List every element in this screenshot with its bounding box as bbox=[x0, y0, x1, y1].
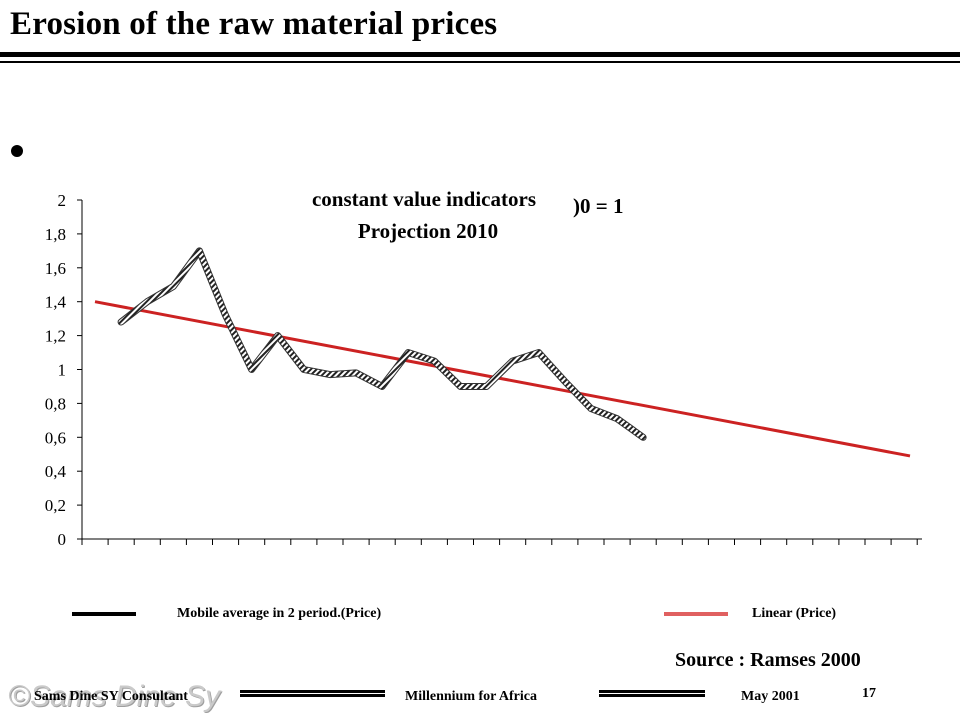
footer-rule-left bbox=[240, 690, 385, 697]
y-tick-label: 1,8 bbox=[45, 225, 66, 244]
chart-fragment: )0 = 1 bbox=[573, 194, 623, 218]
y-tick-label: 1,6 bbox=[45, 259, 66, 278]
footer-project: Millennium for Africa bbox=[405, 689, 537, 704]
linear-trend-line bbox=[94, 300, 911, 458]
legend-label-linear: Linear (Price) bbox=[752, 606, 837, 621]
y-tick-label: 0 bbox=[58, 530, 67, 549]
legend-label-moving-average: Mobile average in 2 period.(Price) bbox=[177, 606, 382, 621]
footer-rule-right bbox=[599, 690, 705, 697]
footer-page-number: 17 bbox=[862, 686, 876, 701]
footer-author: Sams Dine SY Consultant bbox=[34, 689, 188, 704]
y-tick-label: 0,6 bbox=[45, 428, 66, 447]
title-underline-thin bbox=[0, 61, 960, 63]
series-layer bbox=[94, 247, 911, 458]
legend-swatch-linear bbox=[664, 612, 728, 616]
moving-average-line bbox=[118, 248, 646, 440]
legend-swatch-moving-average bbox=[72, 612, 136, 616]
y-tick-label: 1,2 bbox=[45, 327, 66, 346]
y-tick-label: 1,4 bbox=[45, 293, 67, 312]
chart-title: constant value indicators bbox=[312, 187, 536, 211]
slide-title: Erosion of the raw material prices bbox=[10, 6, 498, 42]
footer-date: May 2001 bbox=[741, 689, 800, 704]
tick-label-layer: 0 0,2 0,4 0,6 0,8 1 1,2 1,4 1,6 1,8 2 bbox=[45, 191, 67, 549]
title-underline-thick bbox=[0, 52, 960, 57]
y-tick-label: 1 bbox=[58, 361, 67, 380]
bullet-point bbox=[11, 145, 23, 157]
copyright-watermark: ©Sams Dine Sy bbox=[8, 680, 221, 713]
chart-title-background bbox=[276, 184, 572, 212]
axis-layer bbox=[77, 199, 922, 545]
chart-subtitle: Projection 2010 bbox=[358, 219, 498, 243]
price-chart: 0 0,2 0,4 0,6 0,8 1 1,2 1,4 1,6 1,8 2 )0 = 1 const… bbox=[44, 184, 922, 549]
y-tick-label: 0,4 bbox=[45, 462, 67, 481]
source-note: Source : Ramses 2000 bbox=[675, 649, 861, 671]
y-tick-label: 0,8 bbox=[45, 394, 66, 413]
moving-average-line-outline bbox=[117, 247, 647, 441]
y-tick-label: 0,2 bbox=[45, 496, 66, 515]
y-tick-label: 2 bbox=[58, 191, 67, 210]
